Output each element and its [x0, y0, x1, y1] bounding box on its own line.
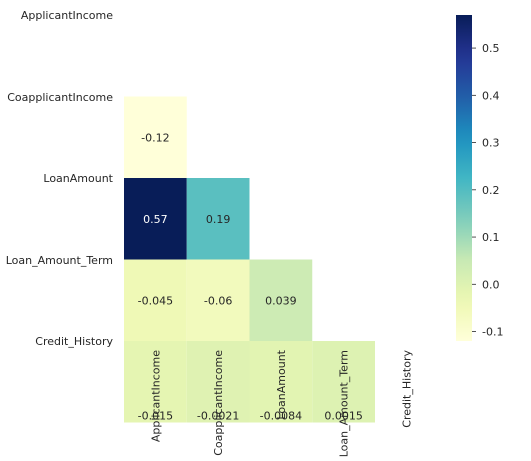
cell-value-label: 0.57: [143, 213, 168, 226]
heatmap-cell: [186, 178, 250, 260]
y-tick-label: LoanAmount: [43, 172, 113, 185]
colorbar-tick-label: 0.5: [482, 42, 500, 55]
cell-value-label: -0.045: [138, 294, 173, 307]
cell-value-label: -0.06: [204, 294, 232, 307]
cell-value-label: -0.015: [138, 410, 173, 423]
cell-value-label: 0.19: [206, 213, 231, 226]
cell-value-label: 0.0015: [324, 410, 363, 423]
x-axis-labels: ApplicantIncome CoapplicantIncome LoanAmou…: [149, 349, 413, 457]
heatmap-cell: [312, 341, 375, 423]
colorbar-tick-label: 0.2: [482, 184, 500, 197]
colorbar: -0.1 0.0 0.1 0.2 0.3 0.4 0.5: [456, 15, 503, 341]
heatmap-cell: [124, 178, 187, 260]
colorbar-tick-label: 0.0: [482, 278, 500, 291]
heatmap-cell: [124, 96, 187, 178]
x-tick-label: CoapplicantIncome: [212, 350, 225, 456]
colorbar-tick-label: 0.3: [482, 137, 500, 150]
heatmap-cell: [249, 341, 313, 423]
heatmap-cell: [249, 259, 313, 341]
cell-value-label: -0.0084: [260, 410, 302, 423]
heatmap-cells: -0.12 0.57 0.19 -0.045 -0.06 0.039 -0.015 -0.00…: [124, 96, 375, 423]
x-tick-label: Loan_Amount_Term: [338, 350, 351, 457]
heatmap-cell: [124, 259, 187, 341]
cell-value-label: 0.039: [265, 294, 297, 307]
cell-value-label: -0.12: [141, 131, 169, 144]
heatmap-cell: [124, 341, 187, 423]
y-tick-label: CoapplicantIncome: [7, 91, 113, 104]
cell-value-label: -0.0021: [197, 410, 239, 423]
x-tick-label: LoanAmount: [275, 349, 288, 419]
y-axis-labels: ApplicantIncome CoapplicantIncome LoanAmou…: [6, 9, 114, 348]
x-tick-label: ApplicantIncome: [149, 350, 162, 442]
heatmap-cell: [186, 341, 250, 423]
colorbar-tick-label: 0.4: [482, 89, 500, 102]
y-tick-label: Loan_Amount_Term: [6, 254, 113, 267]
x-tick-label: Credit_History: [400, 350, 413, 428]
y-tick-label: Credit_History: [35, 335, 113, 348]
y-tick-label: ApplicantIncome: [21, 9, 113, 22]
colorbar-gradient: [456, 15, 472, 341]
colorbar-tick-label: -0.1: [482, 326, 503, 339]
heatmap-cell: [186, 259, 250, 341]
colorbar-tick-label: 0.1: [482, 231, 500, 244]
